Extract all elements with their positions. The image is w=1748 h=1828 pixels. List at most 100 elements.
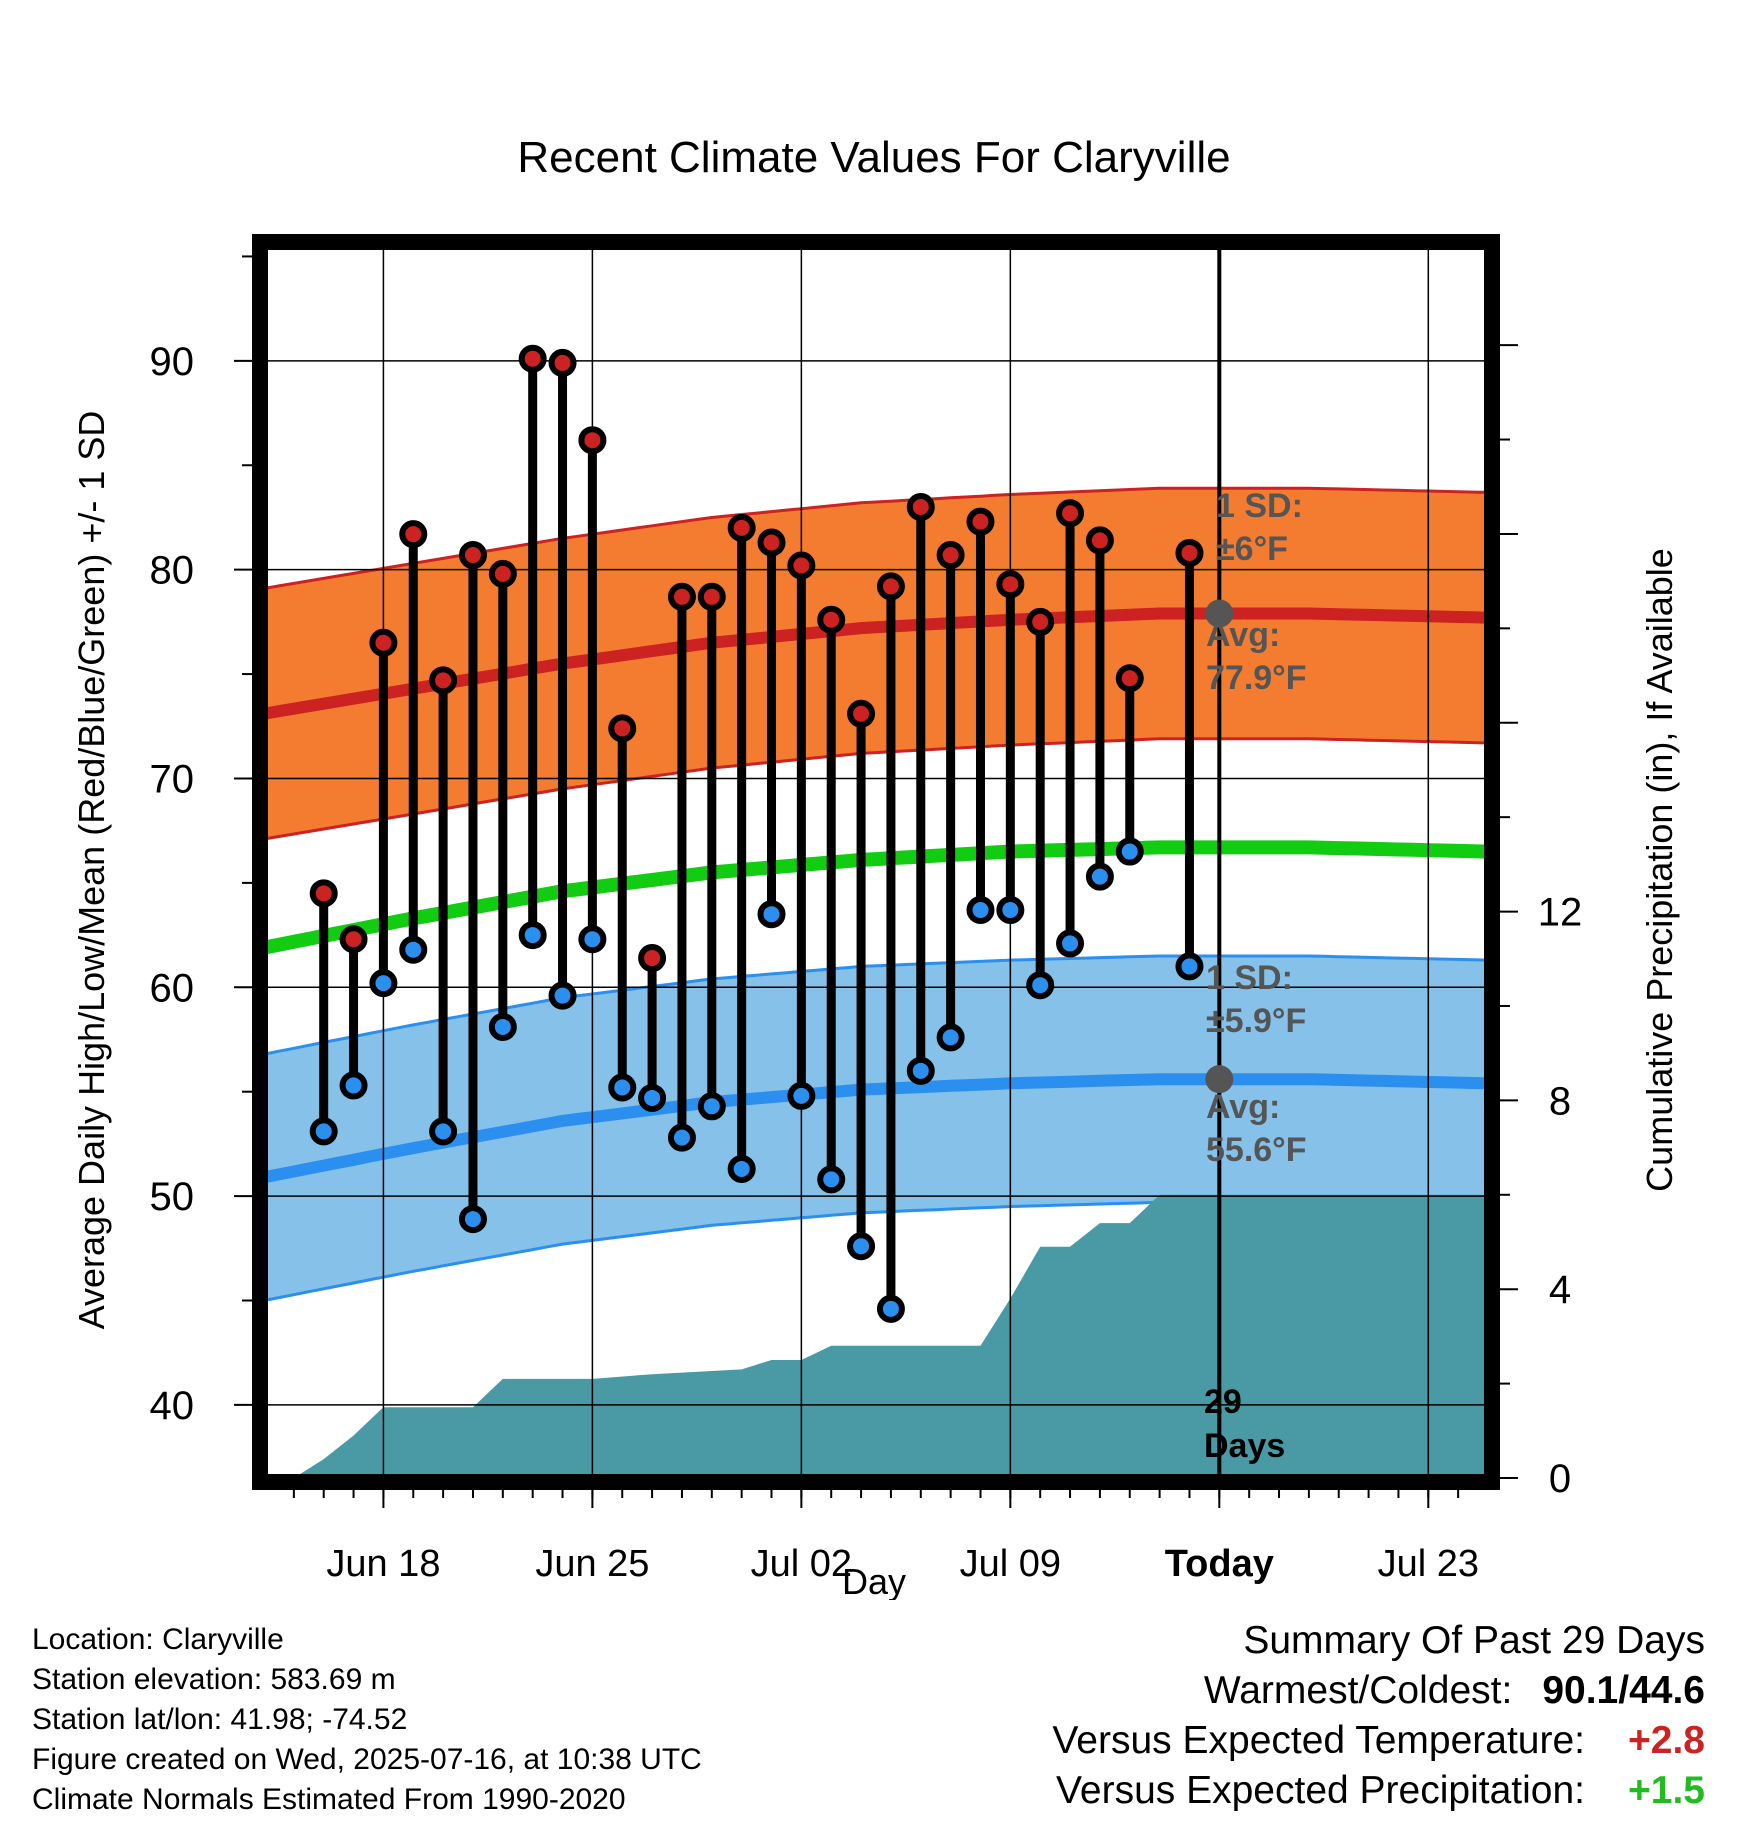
- low-avg-annotation-line2: 55.6°F: [1206, 1131, 1307, 1169]
- normals-text: Climate Normals Estimated From 1990-2020: [32, 1783, 626, 1816]
- y-tick-label: 40: [150, 1384, 195, 1428]
- high-band-lower-edge: [264, 737, 1488, 841]
- daily-low-point: [578, 925, 607, 954]
- summary-extremes-label: Warmest/Coldest:: [1203, 1669, 1513, 1712]
- daily-high-point: [1175, 538, 1204, 567]
- summary-heading: Summary Of Past 29 Days: [1243, 1619, 1705, 1662]
- daily-high-point: [757, 528, 786, 557]
- daily-low-point: [996, 896, 1025, 925]
- daily-high-point: [817, 605, 846, 634]
- daily-high-point: [1056, 499, 1085, 528]
- y2-tick-label: 0: [1549, 1457, 1571, 1501]
- daily-high-point: [518, 344, 547, 373]
- y-axis-label-right: Cumulative Precipitation (in), If Availa…: [1639, 548, 1680, 1192]
- plot-area: 40 50 60 70 80 90 0 4 8 12 Jun 18 Jun 25 Jul 02 Jul 0…: [150, 234, 1583, 1585]
- daily-high-point: [369, 628, 398, 657]
- summary-extremes-value: 90.1/44.6: [1542, 1669, 1705, 1712]
- daily-low-point: [1056, 929, 1085, 958]
- daily-high-point: [727, 513, 756, 542]
- daily-low-point: [339, 1071, 368, 1100]
- y-tick-label: 70: [150, 757, 195, 801]
- plot-frame: [252, 234, 1500, 1490]
- daily-high-point: [638, 944, 667, 973]
- high-sd-annotation-line2: ±6°F: [1216, 530, 1288, 568]
- today-high-avg-marker: [1205, 599, 1234, 628]
- daily-low-point: [309, 1117, 338, 1146]
- station-info: Location: Claryville Station elevation: …: [32, 1620, 702, 1820]
- x-tick-label: Jul 23: [1378, 1543, 1479, 1585]
- daily-low-point: [399, 935, 428, 964]
- x-tick-label: Jul 02: [751, 1543, 852, 1585]
- y-axis-label-left: Average Daily High/Low/Mean (Red/Blue/Gr…: [71, 411, 112, 1330]
- daily-high-point: [399, 520, 428, 549]
- daily-high-point: [608, 714, 637, 743]
- summary-temp-label: Versus Expected Temperature:: [1052, 1719, 1585, 1762]
- days-annotation-line2: Days: [1204, 1427, 1285, 1465]
- created-text: Figure created on Wed, 2025-07-16, at 10…: [32, 1743, 702, 1776]
- climate-chart: Recent Climate Values For Claryville Ave…: [71, 133, 1680, 1600]
- daily-low-point: [787, 1081, 816, 1110]
- chart-title: Recent Climate Values For Claryville: [517, 133, 1230, 182]
- daily-low-point: [518, 921, 547, 950]
- y-tick-label: 90: [150, 340, 195, 384]
- summary-panel: Summary Of Past 29 Days Warmest/Coldest:…: [1052, 1616, 1705, 1816]
- daily-high-point: [996, 570, 1025, 599]
- daily-high-point: [1115, 664, 1144, 693]
- normal-high-line: [264, 607, 1488, 720]
- summary-extremes-row: Warmest/Coldest: 90.1/44.6: [1052, 1666, 1705, 1716]
- daily-low-point: [876, 1294, 905, 1323]
- normal-low-line: [264, 1073, 1488, 1184]
- x-tick-label: Jul 09: [960, 1543, 1061, 1585]
- daily-high-point: [488, 559, 517, 588]
- high-sd-band: [264, 488, 1488, 839]
- low-band-upper-edge: [264, 954, 1488, 1056]
- daily-high-point: [309, 879, 338, 908]
- summary-precip-value: +1.5: [1628, 1769, 1705, 1812]
- location-text: Location: Claryville: [32, 1623, 284, 1656]
- high-avg-annotation-line2: 77.9°F: [1206, 659, 1307, 697]
- daily-low-point: [1026, 971, 1055, 1000]
- low-sd-annotation-line2: ±5.9°F: [1206, 1002, 1306, 1040]
- y2-tick-label: 12: [1538, 891, 1583, 935]
- y-tick-label: 50: [150, 1175, 195, 1219]
- daily-low-point: [638, 1083, 667, 1112]
- daily-low-point: [727, 1154, 756, 1183]
- daily-high-point: [966, 507, 995, 536]
- x-tick-label: Today: [1165, 1543, 1274, 1585]
- daily-high-point: [667, 582, 696, 611]
- daily-high-point: [1026, 607, 1055, 636]
- normal-mean-line: [264, 840, 1488, 955]
- daily-low-point: [488, 1012, 517, 1041]
- daily-low-point: [966, 896, 995, 925]
- today-low-avg-marker: [1205, 1065, 1234, 1094]
- daily-low-point: [667, 1123, 696, 1152]
- daily-high-point: [1085, 526, 1114, 555]
- days-annotation-line1: 29: [1204, 1383, 1242, 1421]
- daily-low-point: [608, 1073, 637, 1102]
- y-tick-label: 80: [150, 549, 195, 593]
- daily-low-point: [1115, 837, 1144, 866]
- daily-low-point: [1085, 862, 1114, 891]
- daily-low-point: [1175, 952, 1204, 981]
- daily-high-point: [548, 348, 577, 377]
- daily-low-point: [369, 969, 398, 998]
- y2-tick-label: 4: [1549, 1268, 1571, 1312]
- y2-tick-label: 8: [1549, 1079, 1571, 1123]
- x-axis-label: Day: [842, 1561, 906, 1600]
- daily-high-point: [936, 541, 965, 570]
- daily-low-point: [757, 900, 786, 929]
- high-avg-annotation-line1: Avg:: [1206, 616, 1280, 654]
- summary-temp-row: Versus Expected Temperature: +2.8: [1052, 1716, 1705, 1766]
- low-avg-annotation-line1: Avg:: [1206, 1088, 1280, 1126]
- daily-low-point: [429, 1117, 458, 1146]
- daily-high-point: [787, 551, 816, 580]
- plot-inner: [264, 246, 1488, 1478]
- x-tick-label: Jun 25: [535, 1543, 649, 1585]
- y-tick-label: 60: [150, 966, 195, 1010]
- daily-high-point: [876, 572, 905, 601]
- daily-high-point: [906, 493, 935, 522]
- summary-precip-label: Versus Expected Precipitation:: [1056, 1769, 1585, 1812]
- daily-high-point: [339, 925, 368, 954]
- summary-temp-value: +2.8: [1628, 1719, 1705, 1762]
- daily-low-point: [847, 1232, 876, 1261]
